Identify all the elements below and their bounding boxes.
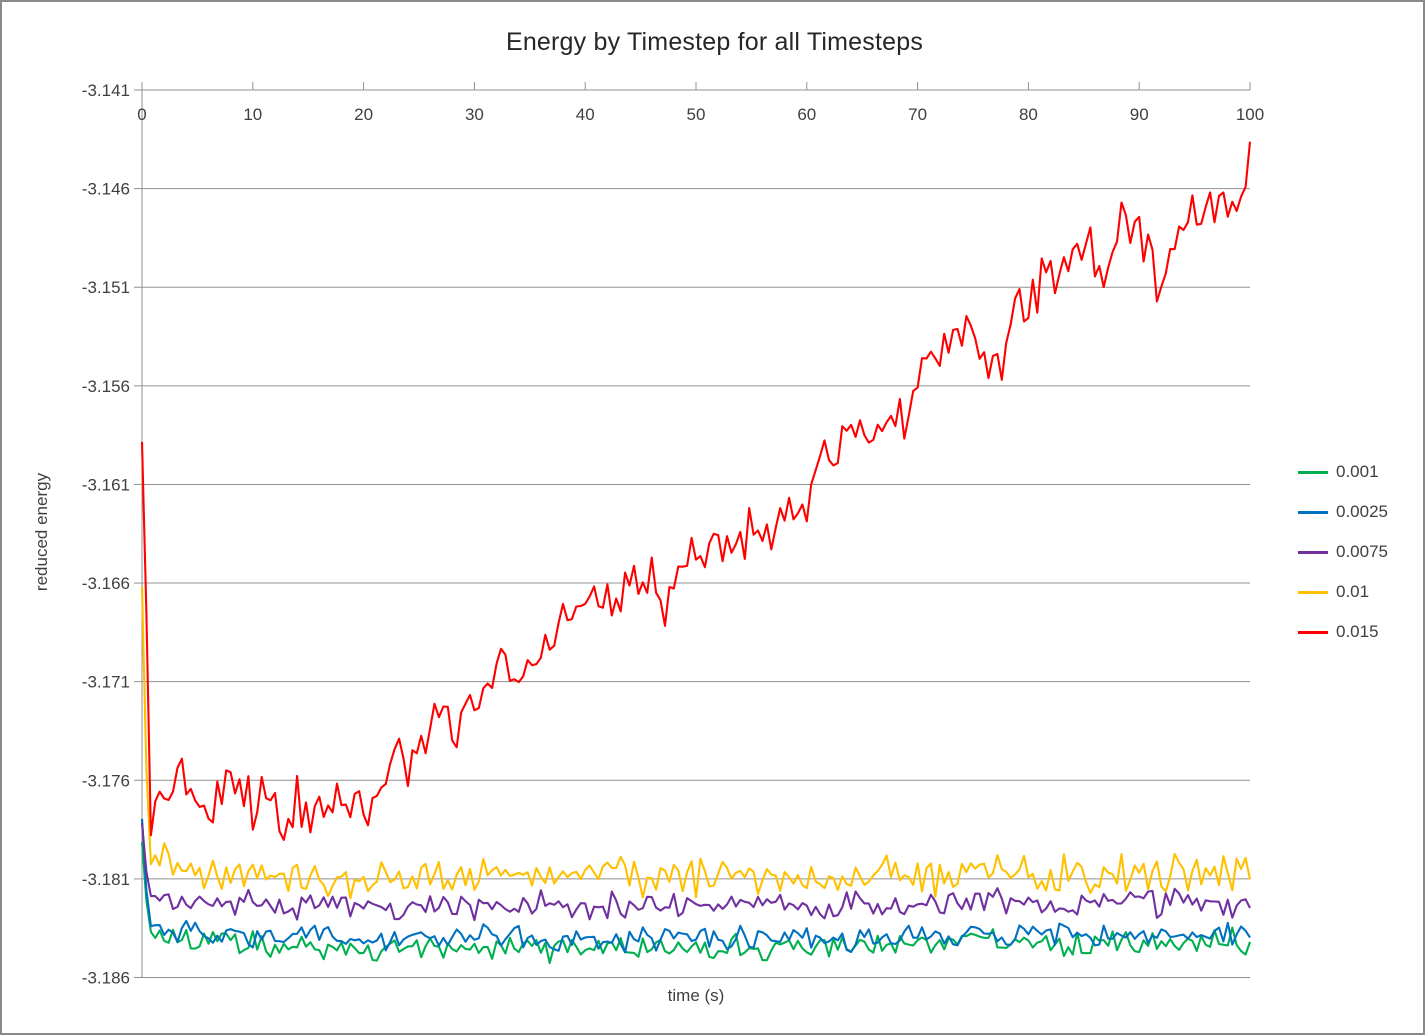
y-tick-label: -3.161 [82, 475, 130, 494]
x-tick-label: 50 [687, 105, 706, 124]
y-tick-label: -3.181 [82, 870, 130, 889]
legend: 0.001 0.0025 0.0075 0.01 0.015 [1298, 452, 1388, 652]
legend-label: 0.0025 [1336, 502, 1388, 521]
legend-label: 0.01 [1336, 582, 1370, 601]
legend-swatch [1298, 470, 1328, 474]
y-tick-label: -3.151 [82, 278, 130, 297]
x-tick-label: 70 [908, 105, 927, 124]
legend-item-0.001: 0.001 [1298, 452, 1388, 492]
x-tick-label: 80 [1019, 105, 1038, 124]
legend-label: 0.001 [1336, 462, 1379, 481]
y-tick-label: -3.186 [82, 969, 130, 988]
legend-swatch [1298, 590, 1328, 594]
y-tick-label: -3.176 [82, 771, 130, 790]
x-axis-label: time (s) [667, 986, 725, 1005]
x-tick-label: 60 [797, 105, 816, 124]
legend-swatch [1298, 630, 1328, 634]
x-tick-label: 90 [1130, 105, 1149, 124]
y-tick-label: -3.141 [82, 81, 130, 100]
y-tick-label: -3.146 [82, 180, 130, 199]
legend-swatch [1298, 550, 1328, 554]
legend-swatch [1298, 510, 1328, 514]
x-tick-label: 0 [137, 105, 146, 124]
y-tick-label: -3.171 [82, 673, 130, 692]
legend-label: 0.015 [1336, 622, 1379, 641]
legend-item-0.01: 0.01 [1298, 572, 1388, 612]
series-line-0.0075 [140, 823, 1251, 922]
legend-item-0.0075: 0.0075 [1298, 532, 1388, 572]
x-tick-label: 30 [465, 105, 484, 124]
series-line-0.001 [140, 841, 1251, 965]
series-line-0.01 [140, 586, 1252, 900]
x-tick-label: 40 [576, 105, 595, 124]
legend-label: 0.0075 [1336, 542, 1388, 561]
chart-title: Energy by Timestep for all Timesteps [505, 28, 924, 56]
x-tick-label: 100 [1236, 105, 1264, 124]
y-tick-label: -3.166 [82, 574, 130, 593]
series-line-0.015 [140, 141, 1252, 841]
x-tick-label: 20 [354, 105, 373, 124]
y-tick-label: -3.156 [82, 377, 130, 396]
legend-item-0.0025: 0.0025 [1298, 492, 1388, 532]
series-line-0.0025 [140, 818, 1251, 954]
x-tick-label: 10 [243, 105, 262, 124]
legend-item-0.015: 0.015 [1298, 612, 1388, 652]
